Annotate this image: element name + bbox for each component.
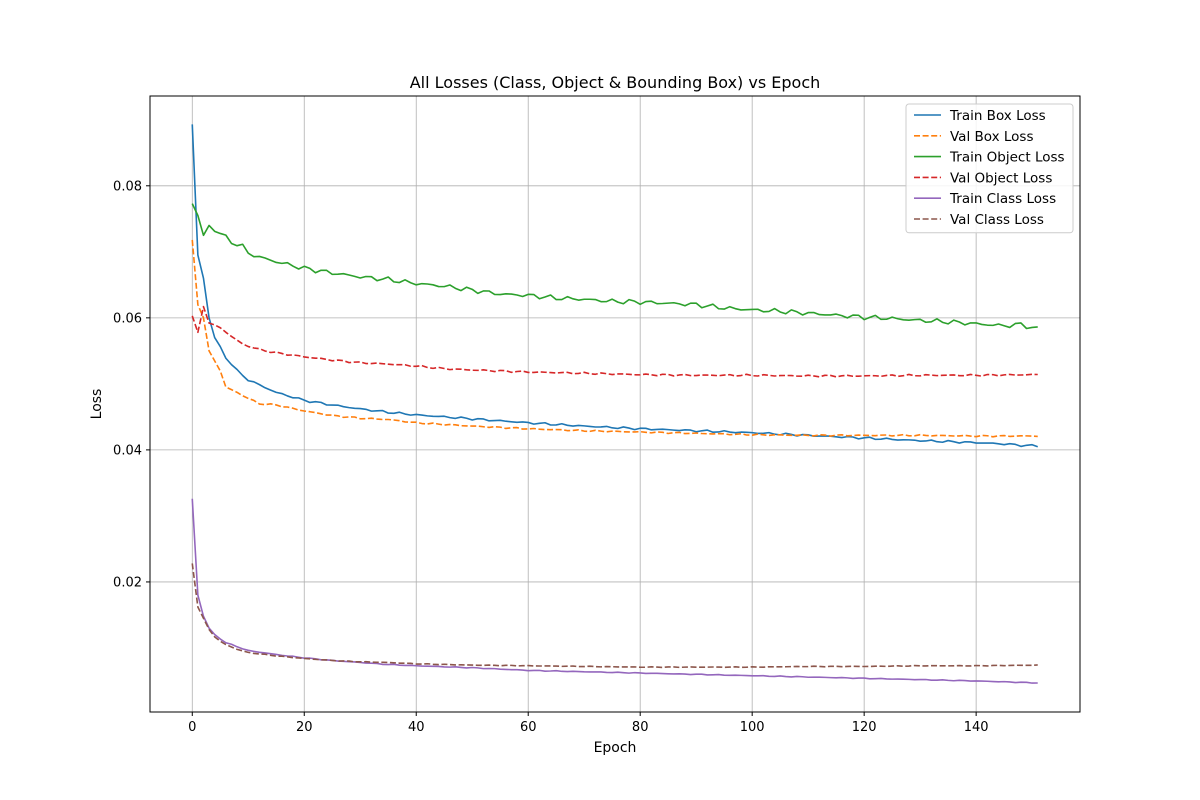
y-tick-label: 0.06 [113, 311, 142, 326]
x-axis-ticks: 0 20 40 60 80 100 120 140 [188, 712, 989, 735]
grid [150, 96, 1080, 712]
y-tick-label: 0.08 [113, 179, 142, 194]
x-tick-label: 0 [188, 720, 196, 735]
x-tick-label: 40 [408, 720, 425, 735]
legend-box [905, 103, 1074, 234]
legend-label: Val Class Loss [950, 212, 1044, 228]
x-tick-label: 20 [296, 720, 313, 735]
legend-label: Train Class Loss [949, 191, 1056, 207]
axes-frame [149, 95, 1081, 713]
x-axis-label: Epoch [594, 740, 637, 756]
series-line-val-box-loss [191, 239, 1038, 438]
series-line-train-class-loss [191, 498, 1038, 684]
x-tick-label: 80 [632, 720, 649, 735]
x-tick-label: 60 [520, 720, 537, 735]
x-tick-label: 140 [964, 720, 989, 735]
legend-label: Train Box Loss [949, 108, 1046, 124]
chart-title: All Losses (Class, Object & Bounding Box… [410, 73, 821, 92]
x-tick-label: 120 [852, 720, 877, 735]
legend: Train Box Loss Val Box Loss Train Object L… [905, 103, 1074, 234]
y-tick-label: 0.04 [113, 443, 142, 458]
series-line-val-object-loss [191, 305, 1038, 378]
series-line-train-object-loss [191, 203, 1038, 330]
y-tick-label: 0.02 [113, 575, 142, 590]
y-axis-ticks: 0.02 0.04 0.06 0.08 [113, 179, 150, 590]
series-line-val-class-loss [191, 563, 1038, 669]
series-line-train-box-loss [191, 124, 1039, 448]
legend-label: Train Object Loss [949, 150, 1065, 166]
y-axis-label: Loss [89, 389, 105, 420]
plot-frame [149, 95, 1081, 713]
series-lines [191, 124, 1039, 684]
legend-label: Val Object Loss [950, 170, 1052, 186]
x-tick-label: 100 [740, 720, 765, 735]
legend-label: Val Box Loss [950, 129, 1034, 145]
